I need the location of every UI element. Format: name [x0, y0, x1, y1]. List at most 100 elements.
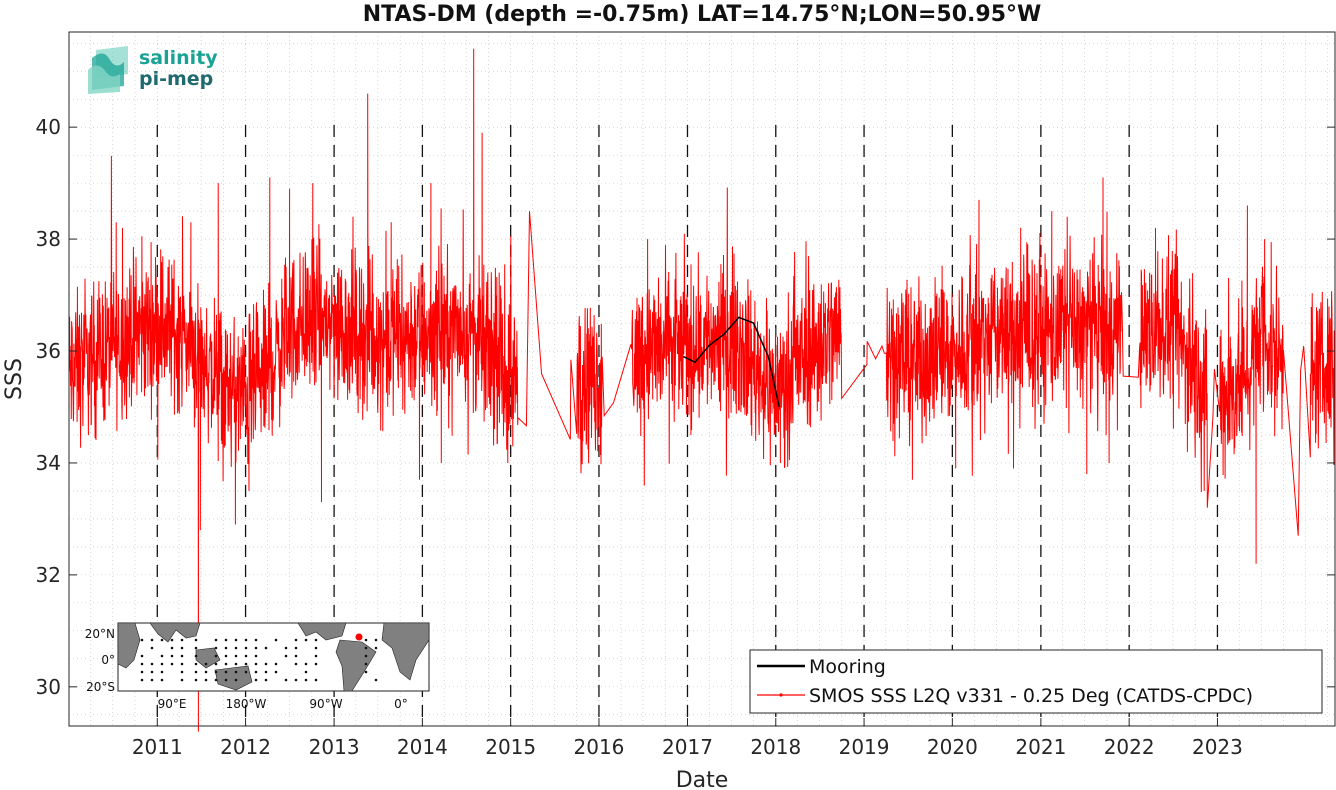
inset-buoy-dot [234, 662, 238, 666]
inset-buoy-dot [140, 654, 144, 658]
inset-buoy-dot [214, 654, 218, 658]
inset-buoy-dot [264, 678, 268, 682]
y-tick-label: 30 [36, 675, 61, 699]
logo-text-salinity: salinity [139, 47, 218, 69]
inset-buoy-dot [150, 662, 154, 666]
inset-buoy-dot [160, 654, 164, 658]
x-tick-label: 2014 [397, 735, 448, 759]
inset-buoy-dot [254, 638, 258, 642]
inset-buoy-dot [234, 654, 238, 658]
inset-buoy-dot [194, 638, 198, 642]
inset-buoy-dot [214, 678, 218, 682]
inset-buoy-dot [364, 638, 368, 642]
legend-box [749, 649, 1323, 714]
inset-buoy-dot [374, 646, 378, 650]
inset-buoy-dot [244, 646, 248, 650]
inset-buoy-dot [224, 654, 228, 658]
inset-buoy-dot [294, 646, 298, 650]
y-tick-label: 34 [36, 451, 61, 475]
inset-x-tick-180w: 180°W [226, 697, 267, 711]
inset-buoy-dot [284, 646, 288, 650]
inset-buoy-dot [254, 670, 258, 674]
inset-buoy-dot [194, 678, 198, 682]
inset-buoy-dot [214, 670, 218, 674]
inset-buoy-dot [284, 654, 288, 658]
inset-buoy-dot [374, 678, 378, 682]
inset-buoy-dot [160, 670, 164, 674]
x-tick-label: 2020 [927, 735, 978, 759]
inset-buoy-dot [140, 662, 144, 666]
inset-buoy-dot [180, 670, 184, 674]
x-tick-label: 2017 [662, 735, 713, 759]
inset-x-tick-0: 0° [394, 697, 408, 711]
inset-buoy-dot [364, 654, 368, 658]
inset-buoy-dot [180, 662, 184, 666]
inset-buoy-dot [224, 662, 228, 666]
inset-buoy-dot [244, 662, 248, 666]
x-tick-label: 2011 [132, 735, 183, 759]
inset-map-buoy-array [140, 638, 378, 682]
x-tick-label: 2023 [1192, 735, 1243, 759]
inset-buoy-dot [314, 654, 318, 658]
inset-buoy-dot [364, 662, 368, 666]
inset-buoy-dot [204, 662, 208, 666]
inset-y-tick-20s: 20°S [86, 680, 115, 694]
inset-buoy-dot [284, 678, 288, 682]
inset-buoy-dot [254, 646, 258, 650]
inset-location-map: 20°N 0° 20°S 90°E 180°W 90°W 0° [85, 622, 430, 711]
inset-buoy-dot [244, 654, 248, 658]
inset-buoy-dot [224, 670, 228, 674]
inset-buoy-dot [234, 646, 238, 650]
inset-y-tick-0: 0° [101, 653, 115, 667]
inset-map-land [117, 622, 430, 692]
inset-buoy-dot [194, 654, 198, 658]
inset-station-marker [355, 633, 363, 641]
inset-buoy-dot [314, 662, 318, 666]
inset-buoy-dot [234, 670, 238, 674]
inset-buoy-dot [294, 654, 298, 658]
inset-x-tick-90w: 90°W [309, 697, 342, 711]
inset-buoy-dot [170, 646, 174, 650]
inset-buoy-dot [140, 670, 144, 674]
x-tick-label: 2018 [750, 735, 801, 759]
inset-buoy-dot [170, 654, 174, 658]
inset-buoy-dot [314, 646, 318, 650]
salinity-pi-mep-logo: salinity pi-mep [88, 46, 218, 94]
inset-buoy-dot [224, 678, 228, 682]
chart-title: NTAS-DM (depth =-0.75m) LAT=14.75°N;LON=… [363, 2, 1042, 27]
legend: Mooring SMOS SSS L2Q v331 - 0.25 Deg (CA… [749, 649, 1323, 714]
inset-buoy-dot [150, 678, 154, 682]
inset-x-tick-90e: 90°E [158, 697, 187, 711]
inset-buoy-dot [244, 670, 248, 674]
inset-buoy-dot [294, 662, 298, 666]
inset-buoy-dot [150, 670, 154, 674]
series-line-mooring [683, 316, 780, 408]
y-axis-label: SSS [2, 358, 27, 400]
inset-buoy-dot [274, 670, 278, 674]
data-series [68, 48, 1336, 732]
y-tick-label: 38 [36, 227, 61, 251]
x-axis-ticks: 2011 2012 2013 2014 2015 2016 2017 2018 2019 2020… [132, 718, 1243, 759]
x-tick-label: 2016 [574, 735, 625, 759]
inset-buoy-dot [294, 678, 298, 682]
legend-swatch-smos-marker [779, 693, 783, 697]
inset-buoy-dot [180, 654, 184, 658]
inset-buoy-dot [214, 646, 218, 650]
x-tick-label: 2022 [1104, 735, 1155, 759]
inset-buoy-dot [194, 662, 198, 666]
y-tick-label: 32 [36, 563, 61, 587]
y-tick-label: 40 [36, 115, 61, 139]
inset-buoy-dot [150, 646, 154, 650]
logo-text-pi-mep: pi-mep [139, 68, 213, 90]
inset-buoy-dot [264, 662, 268, 666]
inset-buoy-dot [254, 662, 258, 666]
inset-buoy-dot [170, 638, 174, 642]
inset-buoy-dot [194, 646, 198, 650]
inset-buoy-dot [294, 638, 298, 642]
inset-buoy-dot [140, 638, 144, 642]
x-tick-label: 2021 [1015, 735, 1066, 759]
inset-map-y-ticks: 20°N 0° 20°S [85, 627, 115, 694]
inset-buoy-dot [264, 670, 268, 674]
inset-map-x-ticks: 90°E 180°W 90°W 0° [158, 697, 408, 711]
inset-buoy-dot [264, 646, 268, 650]
